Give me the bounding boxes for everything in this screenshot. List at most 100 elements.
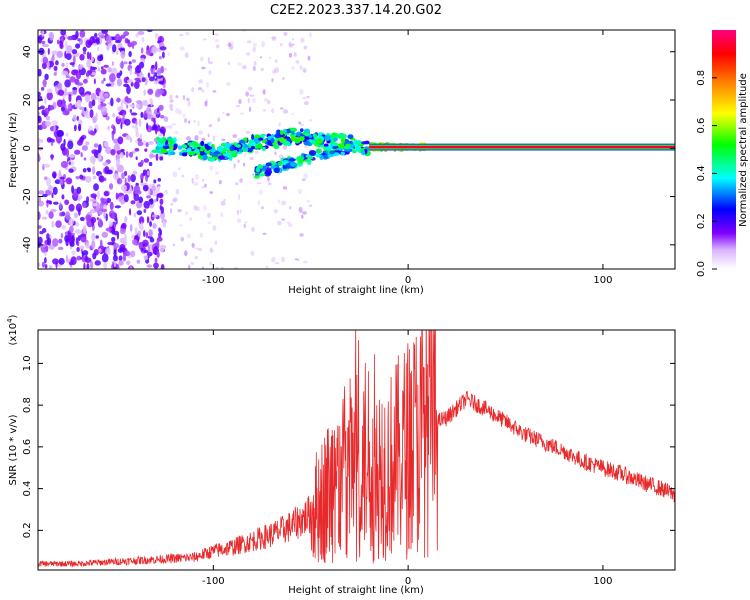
heatmap-cell [95, 37, 100, 42]
heatmap-cell [182, 113, 187, 118]
heatmap-cell [90, 216, 97, 224]
heatmap-cell [201, 89, 205, 93]
heatmap-cell [149, 198, 154, 205]
heatmap-cell [303, 145, 309, 148]
heatmap-cell [271, 108, 275, 114]
heatmap-cell [71, 49, 78, 55]
heatmap-cell [124, 118, 131, 126]
heatmap-cell [195, 148, 200, 154]
heatmap-cell [74, 229, 82, 235]
heatmap-cell [177, 145, 183, 150]
heatmap-cell [134, 226, 138, 236]
heatmap-cell [181, 144, 188, 149]
heatmap-cell [229, 145, 235, 152]
heatmap-cell [228, 155, 233, 161]
heatmap-cell [277, 199, 281, 204]
heatmap-cell [157, 185, 161, 193]
snr-frame [37, 329, 676, 571]
heatmap-cell [257, 200, 261, 206]
heatmap-cell [92, 43, 98, 47]
heatmap-cell [200, 140, 205, 147]
heatmap-cell [242, 64, 247, 68]
heatmap-cell [131, 234, 135, 239]
heatmap-cell [247, 147, 253, 153]
heatmap-cell [288, 41, 292, 47]
heatmap-cell [69, 76, 76, 83]
heatmap-cell [85, 39, 92, 48]
heatmap-cell [98, 218, 102, 225]
heatmap-cell [245, 130, 251, 134]
heatmap-cell [79, 136, 85, 141]
heatmap-cell [83, 78, 88, 84]
heatmap-cell [181, 152, 188, 157]
heatmap-cell [123, 61, 128, 65]
heatmap-cell [161, 51, 165, 59]
heatmap-cell [76, 82, 83, 86]
heatmap-cell [145, 122, 149, 131]
heatmap-cell [41, 139, 44, 144]
heatmap-cell [197, 248, 200, 251]
heatmap-cell [158, 227, 161, 233]
heatmap-cell [168, 103, 174, 109]
heatmap-cell [209, 165, 214, 171]
heatmap-cell [170, 107, 173, 111]
heatmap-cell [301, 214, 304, 219]
heatmap-cell [228, 42, 232, 47]
heatmap-cell [86, 263, 90, 269]
heatmap-cell [44, 120, 52, 127]
heatmap-cell [270, 137, 275, 144]
heatmap-cell [220, 212, 224, 218]
heatmap-cell [333, 137, 338, 142]
heatmap-cell [78, 86, 85, 95]
heatmap-cell [262, 89, 266, 95]
heatmap-cell [258, 173, 266, 177]
heatmap-cell [279, 42, 283, 47]
heatmap-cell [38, 262, 41, 268]
heatmap-cell [108, 183, 114, 190]
heatmap-cell [97, 55, 103, 62]
heatmap-cell [226, 82, 231, 86]
heatmap-cell [97, 152, 102, 161]
heatmap-cell [79, 106, 85, 110]
heatmap-cell [148, 187, 151, 196]
heatmap-cell [91, 166, 96, 175]
heatmap-cell [169, 99, 174, 103]
heatmap-cell [129, 223, 133, 232]
heatmap-cell [85, 242, 90, 249]
heatmap-ridge-core [369, 145, 675, 149]
heatmap-cell [120, 99, 124, 108]
heatmap-cell [298, 206, 303, 213]
heatmap-panel: -100 0 100 -40 -20 0 20 40 Height of straight … [8, 29, 676, 296]
heatmap-ytick-label: 0 [22, 145, 33, 151]
heatmap-cell [290, 135, 297, 142]
heatmap-cell [248, 139, 255, 144]
heatmap-cell [82, 168, 87, 173]
heatmap-cell [42, 43, 49, 48]
heatmap-cell [267, 99, 271, 105]
heatmap-cell [145, 49, 152, 56]
heatmap-cell [259, 189, 263, 195]
heatmap-cell [116, 78, 122, 87]
heatmap-cell [102, 162, 109, 167]
snr-multiplier-exp: 4 [6, 318, 14, 323]
heatmap-cell [260, 133, 266, 137]
heatmap-cell [67, 104, 71, 109]
heatmap-cell [201, 185, 204, 189]
heatmap-cell [277, 220, 282, 226]
heatmap-cell [171, 123, 177, 126]
heatmap-cell [340, 151, 346, 156]
heatmap-cell [113, 143, 121, 153]
heatmap-cell [84, 94, 91, 103]
heatmap-cell [138, 61, 145, 69]
heatmap-cell [154, 199, 157, 203]
heatmap-cell [258, 137, 264, 141]
heatmap-cell [60, 160, 68, 169]
heatmap-cell [86, 59, 91, 68]
heatmap-cell [113, 249, 117, 257]
heatmap-cell [120, 122, 123, 130]
heatmap-cell [76, 139, 83, 146]
heatmap-cell [132, 170, 138, 175]
heatmap-cell [203, 38, 207, 41]
heatmap-cell [90, 260, 94, 269]
heatmap-cell [113, 260, 117, 268]
